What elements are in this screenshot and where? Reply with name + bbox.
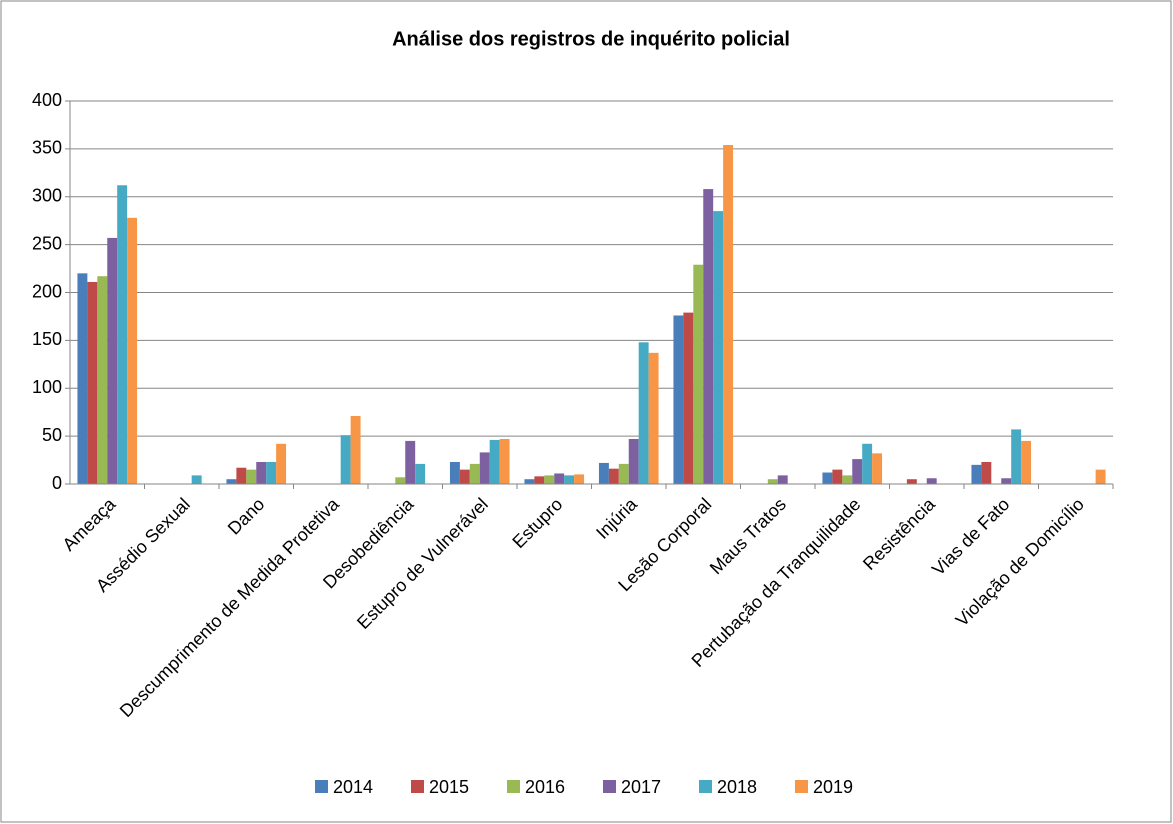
bar [598, 462, 609, 484]
bar [256, 461, 267, 484]
bar [266, 461, 277, 484]
legend-label: 2015 [429, 777, 469, 797]
bar [107, 237, 118, 484]
bar [469, 463, 480, 484]
y-tick-label: 150 [32, 329, 62, 349]
bar [638, 342, 649, 484]
y-tick-label: 100 [32, 377, 62, 397]
bar [822, 472, 833, 484]
bar [479, 452, 490, 484]
legend-label: 2016 [525, 777, 565, 797]
bar [524, 479, 535, 484]
bar [340, 435, 351, 484]
chart-title: Análise dos registros de inquérito polic… [392, 28, 790, 50]
bar [862, 443, 873, 484]
y-tick-label: 400 [32, 90, 62, 110]
bar [628, 438, 639, 484]
bar [693, 264, 704, 484]
bar [499, 438, 510, 484]
bar [449, 461, 460, 484]
bar [544, 475, 555, 484]
bar [1001, 478, 1012, 484]
bar [1011, 429, 1022, 484]
bar [395, 477, 406, 484]
bar [926, 478, 937, 484]
bar [703, 189, 714, 484]
y-tick-label: 0 [52, 473, 62, 493]
bar [872, 453, 883, 484]
bar [1021, 440, 1032, 484]
bar [97, 276, 108, 484]
bar [534, 476, 545, 484]
y-tick-label: 200 [32, 281, 62, 301]
bar [906, 479, 917, 484]
bar [574, 474, 585, 484]
bar [777, 475, 788, 484]
bar [489, 439, 500, 484]
legend-label: 2018 [717, 777, 757, 797]
bar [723, 145, 734, 485]
bar [77, 273, 88, 484]
legend-swatch [411, 780, 424, 793]
bar [191, 475, 202, 484]
legend-swatch [315, 780, 328, 793]
bar [1095, 469, 1106, 484]
bar [127, 217, 138, 484]
bar [971, 464, 982, 484]
legend-swatch [507, 780, 520, 793]
bar [459, 469, 470, 484]
y-tick-label: 350 [32, 138, 62, 158]
bar [608, 468, 619, 484]
legend-label: 2017 [621, 777, 661, 797]
bar [246, 469, 257, 484]
bar [673, 315, 684, 484]
y-tick-label: 50 [42, 425, 62, 445]
bar [767, 479, 778, 484]
legend-swatch [699, 780, 712, 793]
y-tick-label: 300 [32, 186, 62, 206]
legend-swatch [795, 780, 808, 793]
legend-swatch [603, 780, 616, 793]
bar [842, 475, 853, 484]
bar [981, 461, 992, 484]
bar [415, 463, 426, 484]
y-tick-label: 250 [32, 233, 62, 253]
bar [226, 479, 237, 484]
bar [648, 352, 659, 484]
bar [87, 281, 98, 484]
bar [618, 463, 629, 484]
bar [350, 416, 361, 484]
bar [713, 211, 724, 485]
bar [405, 440, 416, 484]
bar [832, 469, 843, 484]
bar [276, 443, 287, 484]
bar [236, 467, 247, 484]
bar [554, 473, 565, 484]
bar [564, 475, 575, 484]
bar [117, 185, 128, 484]
legend-label: 2019 [813, 777, 853, 797]
legend-label: 2014 [333, 777, 373, 797]
bar [683, 312, 694, 484]
bar [852, 459, 863, 484]
